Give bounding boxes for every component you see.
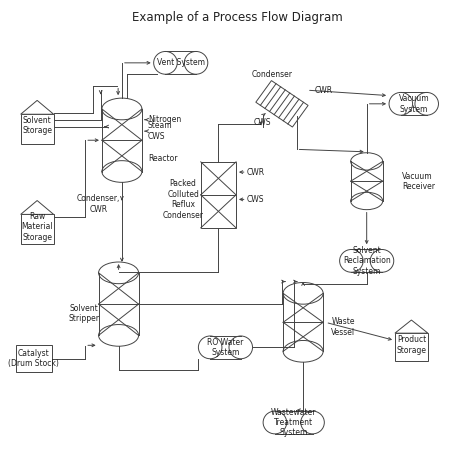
Bar <box>165 51 196 74</box>
Bar <box>99 273 138 335</box>
Ellipse shape <box>351 153 383 170</box>
Text: Catalyst
(Drum Stock): Catalyst (Drum Stock) <box>9 349 59 368</box>
Ellipse shape <box>283 283 323 304</box>
Text: Steam
CWS: Steam CWS <box>148 121 173 141</box>
Text: CWR: CWR <box>315 86 333 95</box>
Ellipse shape <box>389 93 412 115</box>
Text: Waste
Vessel: Waste Vessel <box>331 317 356 337</box>
Text: Example of a Process Flow Diagram: Example of a Process Flow Diagram <box>132 11 343 24</box>
Bar <box>21 214 54 244</box>
Text: CWS: CWS <box>254 118 271 126</box>
Text: CWR: CWR <box>246 168 265 177</box>
Ellipse shape <box>370 250 394 272</box>
Ellipse shape <box>263 411 287 434</box>
Text: Solvent
Stripper: Solvent Stripper <box>69 304 100 323</box>
Bar <box>351 161 383 201</box>
Ellipse shape <box>102 161 142 182</box>
Ellipse shape <box>351 192 383 210</box>
Text: Raw
Material
Storage: Raw Material Storage <box>21 212 53 242</box>
Text: Solvent
Reclamation
System: Solvent Reclamation System <box>343 246 391 276</box>
Text: Vent System: Vent System <box>157 58 205 67</box>
Ellipse shape <box>199 336 222 359</box>
Text: Product
Storage: Product Storage <box>396 335 427 355</box>
Ellipse shape <box>154 51 177 74</box>
Text: Packed
Colluted
Reflux
Condenser: Packed Colluted Reflux Condenser <box>163 180 204 219</box>
Text: RO Water
System: RO Water System <box>207 338 244 357</box>
Ellipse shape <box>229 336 253 359</box>
Ellipse shape <box>184 51 208 74</box>
Ellipse shape <box>415 93 438 115</box>
Text: Vacuum
Receiver: Vacuum Receiver <box>402 171 435 191</box>
Polygon shape <box>395 320 428 333</box>
Text: Reactor: Reactor <box>148 154 177 163</box>
Bar <box>210 336 241 359</box>
Ellipse shape <box>99 262 138 284</box>
Polygon shape <box>256 81 308 127</box>
Bar <box>21 114 54 144</box>
Bar <box>102 109 142 171</box>
Bar <box>275 411 312 434</box>
Bar <box>283 293 323 351</box>
Ellipse shape <box>283 340 323 362</box>
Bar <box>351 250 382 272</box>
Polygon shape <box>21 201 54 214</box>
Ellipse shape <box>301 411 324 434</box>
Bar <box>401 93 427 115</box>
Text: CWS: CWS <box>246 195 264 204</box>
Text: Condenser: Condenser <box>252 70 293 79</box>
Bar <box>395 333 428 361</box>
Text: Vacuum
System: Vacuum System <box>399 94 429 114</box>
Bar <box>16 345 52 372</box>
Ellipse shape <box>102 98 142 120</box>
Text: Condenser,
CWR: Condenser, CWR <box>77 194 120 214</box>
Text: Wastewater
Treatment
System: Wastewater Treatment System <box>271 408 317 437</box>
Bar <box>201 162 236 228</box>
Text: Solvent
Storage: Solvent Storage <box>22 115 52 135</box>
Ellipse shape <box>99 325 138 346</box>
Polygon shape <box>21 100 54 114</box>
Text: Nitrogen: Nitrogen <box>148 115 181 124</box>
Ellipse shape <box>339 250 363 272</box>
